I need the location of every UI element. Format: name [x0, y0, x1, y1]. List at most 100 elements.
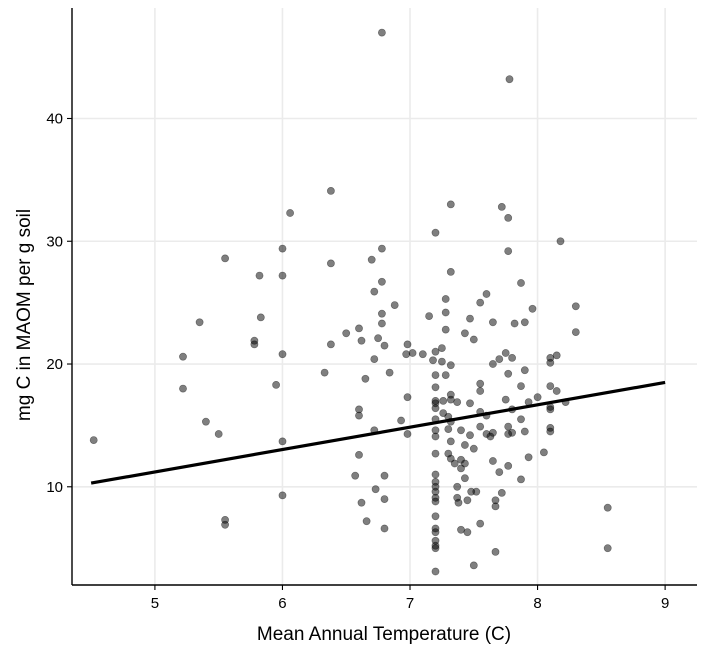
data-point — [367, 255, 376, 264]
data-point — [476, 379, 485, 388]
data-point — [495, 468, 504, 476]
x-tick-label: 6 — [278, 595, 286, 612]
data-point — [214, 430, 223, 438]
data-point — [370, 287, 379, 296]
data-point — [380, 341, 389, 350]
data-point — [460, 329, 469, 338]
data-point — [342, 329, 351, 338]
data-point — [466, 431, 474, 440]
data-point — [450, 459, 459, 468]
data-point — [255, 271, 264, 280]
data-point — [320, 368, 329, 377]
data-point — [370, 355, 379, 363]
data-point — [446, 361, 455, 370]
data-point — [431, 544, 440, 553]
data-point — [552, 387, 561, 395]
data-point — [505, 75, 514, 84]
data-point — [374, 334, 382, 343]
data-point — [504, 247, 513, 255]
data-point — [508, 428, 516, 437]
data-point — [431, 497, 440, 506]
data-point — [326, 259, 335, 268]
data-point — [377, 28, 386, 37]
data-point — [528, 304, 537, 313]
data-point — [355, 324, 363, 333]
data-point — [441, 325, 450, 334]
data-point — [431, 371, 440, 379]
data-point — [546, 405, 555, 414]
data-point — [488, 457, 497, 465]
data-point — [355, 411, 363, 420]
data-point — [441, 308, 450, 317]
data-point — [457, 525, 465, 534]
data-point — [221, 520, 229, 529]
y-axis-ticks: 10 20 30 40 — [46, 110, 72, 496]
data-point — [431, 470, 440, 479]
data-point — [501, 349, 510, 357]
data-point — [418, 350, 427, 359]
y-tick-label: 30 — [46, 233, 63, 250]
data-point — [546, 358, 555, 367]
trend-line — [90, 380, 666, 485]
data-point — [362, 517, 371, 526]
data-point — [466, 314, 474, 323]
data-point — [431, 404, 440, 413]
grid-lines — [72, 8, 697, 585]
data-point — [326, 340, 335, 349]
data-point — [453, 398, 462, 406]
data-point — [571, 302, 580, 311]
data-point — [466, 399, 474, 408]
data-point — [446, 454, 455, 463]
data-point — [556, 237, 565, 246]
data-point — [454, 498, 463, 507]
data-point — [431, 228, 440, 237]
data-point — [463, 496, 472, 505]
data-point — [488, 360, 497, 368]
data-point — [377, 309, 386, 318]
data-point — [463, 528, 472, 537]
axes — [71, 8, 697, 586]
data-point — [508, 353, 516, 362]
data-point — [431, 528, 440, 537]
data-point — [497, 488, 506, 497]
data-point — [482, 290, 491, 298]
data-point — [504, 461, 513, 470]
data-point — [457, 426, 465, 435]
data-point — [431, 449, 440, 458]
data-point — [355, 450, 363, 459]
y-axis-title: mg C in MAOM per g soil — [14, 209, 35, 421]
data-point — [504, 422, 513, 431]
data-point — [286, 209, 294, 217]
data-point — [179, 384, 187, 393]
data-point — [425, 312, 433, 320]
data-point — [476, 422, 485, 431]
data-point — [380, 471, 389, 480]
data-point — [533, 393, 542, 402]
data-point — [377, 319, 386, 328]
x-axis-title: Mean Annual Temperature (C) — [257, 624, 511, 645]
x-tick-label: 9 — [661, 595, 669, 612]
data-point — [446, 200, 455, 209]
data-point — [179, 352, 187, 361]
data-point — [441, 371, 450, 379]
data-point — [89, 436, 98, 444]
data-point — [397, 416, 405, 425]
y-tick-label: 20 — [46, 356, 63, 373]
data-point — [476, 519, 485, 528]
x-axis-ticks: 5 6 7 8 9 — [151, 585, 669, 612]
data-point — [278, 244, 287, 253]
data-point — [351, 471, 360, 480]
y-tick-label: 10 — [46, 479, 63, 496]
data-point — [357, 336, 366, 345]
data-point — [441, 295, 450, 303]
data-point — [278, 491, 287, 500]
data-point — [361, 374, 370, 383]
data-point — [517, 415, 525, 424]
data-point — [491, 548, 500, 556]
data-point — [472, 487, 481, 496]
data-point — [476, 387, 485, 395]
data-point — [357, 498, 366, 507]
data-point — [446, 437, 455, 446]
data-point — [476, 298, 485, 307]
